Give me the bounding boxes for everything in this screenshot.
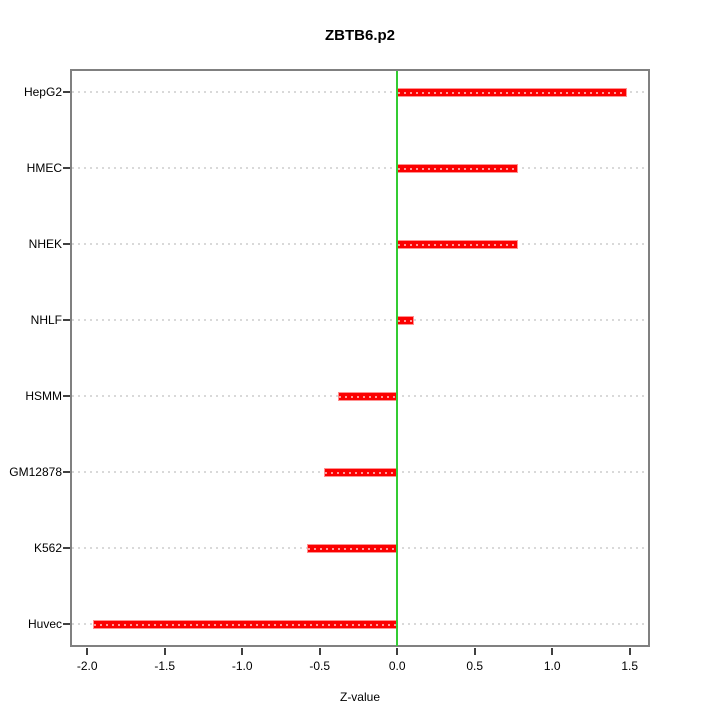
chart-title: ZBTB6.p2 [324, 27, 395, 44]
grid-line [72, 167, 648, 169]
zero-reference-line [396, 71, 399, 646]
y-axis-label: Huvec [27, 617, 62, 631]
grid-line [72, 319, 648, 321]
x-axis-tick [628, 648, 631, 655]
y-axis-tick [63, 547, 70, 549]
bar-hepg2 [397, 88, 627, 97]
x-axis-tick [163, 648, 166, 655]
x-axis-tick-label: -1.0 [231, 659, 253, 673]
bar-nhek [397, 240, 519, 249]
x-axis-tick-label: -1.5 [154, 659, 176, 673]
bar-hmec [397, 164, 519, 173]
y-axis-tick [63, 167, 70, 169]
plot-area [70, 69, 650, 647]
bar-gm12878 [324, 468, 398, 477]
grid-line [72, 243, 648, 245]
x-axis-tick [318, 648, 321, 655]
y-axis-tick [63, 319, 70, 321]
grid-line [72, 91, 648, 93]
y-axis-tick [63, 623, 70, 625]
y-axis-label: NHEK [28, 237, 62, 251]
y-axis-label: K562 [33, 541, 62, 555]
y-axis-label: HSMM [25, 389, 62, 403]
y-axis-label: HMEC [26, 161, 62, 175]
y-axis-tick [63, 243, 70, 245]
x-axis-tick-label: 1.0 [543, 659, 561, 673]
x-axis-tick [241, 648, 244, 655]
x-axis-tick [86, 648, 89, 655]
bar-huvec [93, 620, 398, 629]
y-axis-tick [63, 395, 70, 397]
x-axis-tick-label: 1.5 [621, 659, 639, 673]
y-axis-label: HepG2 [23, 85, 62, 99]
x-axis-tick-label: -2.0 [76, 659, 98, 673]
bar-k562 [307, 544, 398, 553]
x-axis-tick-label: -0.5 [309, 659, 331, 673]
y-axis-label: GM12878 [9, 465, 62, 479]
x-axis-tick-label: 0.0 [388, 659, 406, 673]
x-axis-tick-label: 0.5 [466, 659, 484, 673]
y-axis-label: NHLF [30, 313, 62, 327]
bar-hsmm [338, 392, 398, 401]
x-axis-tick [473, 648, 476, 655]
y-axis-tick [63, 471, 70, 473]
x-axis-title: Z-value [339, 690, 380, 704]
x-axis-tick [551, 648, 554, 655]
x-axis-tick [396, 648, 399, 655]
y-axis-tick [63, 91, 70, 93]
bar-nhlf [397, 316, 415, 325]
